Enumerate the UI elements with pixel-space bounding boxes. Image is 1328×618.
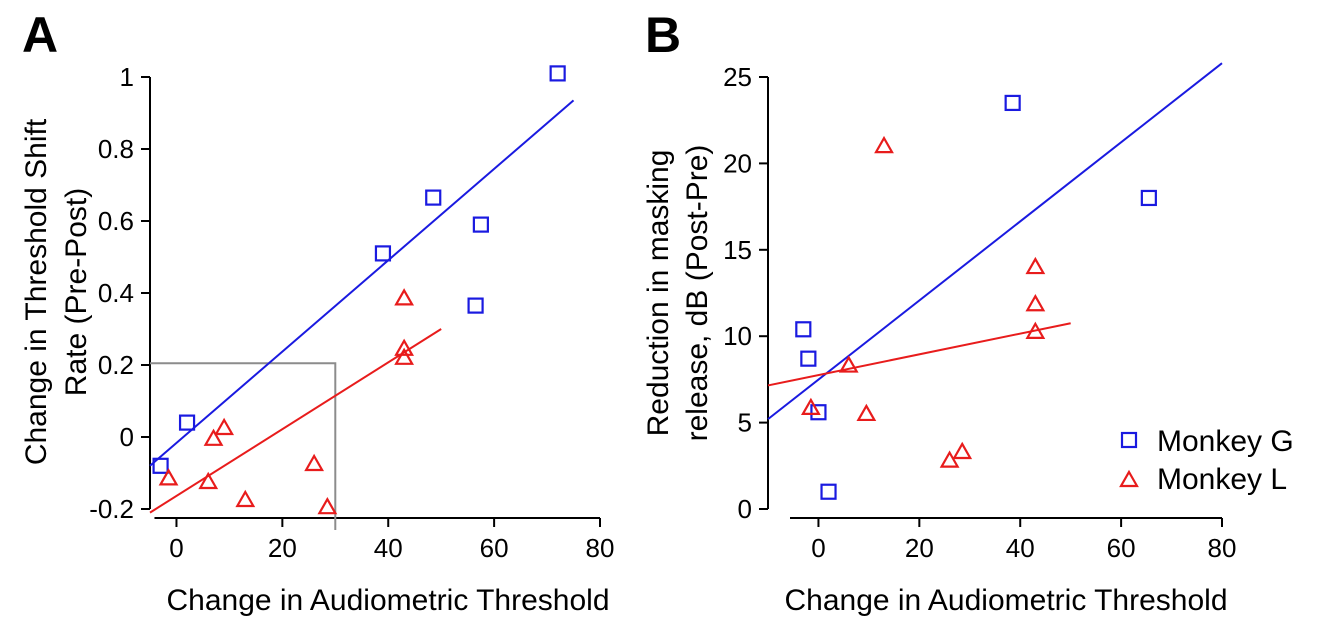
panel-b-point-monkey-l <box>838 355 859 373</box>
panel-a-x-tick-label: 40 <box>374 533 403 563</box>
panel-b-point-monkey-l <box>952 441 973 460</box>
panel-a-x-tick-label: 60 <box>480 533 509 563</box>
panel-b-point-monkey-l <box>1025 294 1046 312</box>
panel-b-point-monkey-l <box>1025 256 1046 275</box>
panel-b-fit-line-monkey-l <box>767 322 1071 387</box>
panel-b-x-tick-label: 20 <box>905 533 934 563</box>
panel-a-fit-line-monkey-g <box>149 99 575 467</box>
panel-a-x-tick-label: 0 <box>169 533 183 563</box>
panel-b-point-monkey-g <box>1004 94 1021 112</box>
panel-a-point-monkey-g <box>425 189 442 206</box>
panel-b-plot: 0 5 10 15 20 25 0 20 40 60 80 <box>723 62 1236 563</box>
legend-label-monkey-l: Monkey L <box>1157 463 1287 496</box>
panel-a-y-tick-label: 0.2 <box>98 350 134 380</box>
panel-a-point-monkey-l <box>304 453 325 472</box>
panel-b-point-monkey-l <box>800 397 821 416</box>
panel-a-y-tick-label: 0.6 <box>98 206 134 236</box>
panel-a-point-monkey-g <box>178 414 196 431</box>
panel-a-y-tick-label: 1 <box>120 62 134 92</box>
panel-b-point-monkey-g <box>795 321 812 338</box>
panel-a-y-tick-label: 0.4 <box>98 278 134 308</box>
panel-b-point-monkey-g <box>800 350 817 367</box>
panel-b-y-tick-label: 15 <box>723 235 752 265</box>
panel-b-point-monkey-g <box>1140 189 1157 207</box>
panel-b-y-tick-label: 25 <box>723 62 752 92</box>
panel-b-y-tick-label: 20 <box>723 148 752 178</box>
panel-b-letter: B <box>645 7 681 63</box>
panel-a-y-tick-label: 0 <box>120 422 134 452</box>
panel-a-x-axis-title: Change in Audiometric Threshold <box>166 584 609 617</box>
panel-a-point-monkey-l <box>394 347 415 365</box>
panel-a-point-monkey-g <box>374 245 392 262</box>
panel-b-point-monkey-l <box>939 450 960 468</box>
panel-a-plot: -0.2 0 0.2 0.4 0.6 0.8 1 0 20 40 60 80 <box>89 62 614 563</box>
panel-a-letter: A <box>22 7 58 63</box>
panel-b-x-tick-label: 60 <box>1107 533 1136 563</box>
panel-b-point-monkey-g <box>820 483 837 500</box>
legend-label-monkey-g: Monkey G <box>1157 425 1294 458</box>
panel-b-point-monkey-g <box>810 404 827 421</box>
panel-a-point-monkey-l <box>214 417 235 436</box>
panel-b-y-tick-label: 5 <box>738 408 752 438</box>
panel-b-x-tick-label: 40 <box>1006 533 1035 563</box>
panel-a-point-monkey-g <box>472 216 489 233</box>
legend: Monkey G Monkey L <box>1119 425 1294 496</box>
panel-a-point-monkey-l <box>158 468 179 486</box>
legend-marker-monkey-g <box>1120 431 1138 449</box>
panel-a-x-tick-label: 80 <box>586 533 615 563</box>
panel-a-y-tick-label: -0.2 <box>89 494 134 524</box>
panel-a-point-monkey-l <box>198 471 219 490</box>
legend-marker-monkey-l <box>1119 469 1139 488</box>
panel-b-x-tick-label: 80 <box>1208 533 1237 563</box>
panel-a-y-axis-title-line-2: Rate (Pre-Post) <box>60 188 93 396</box>
panel-b-y-axis-title-line-1: Reduction in masking <box>642 150 675 437</box>
panel-a-y-axis-title-line-1: Change in Threshold Shift <box>20 118 53 465</box>
panel-a-point-monkey-l <box>235 489 256 508</box>
panel-a-x-tick-label: 20 <box>268 533 297 563</box>
panel-a-point-monkey-g <box>549 65 566 82</box>
panel-a-point-monkey-l <box>317 496 338 515</box>
panel-a-point-monkey-l <box>203 428 224 446</box>
panel-a-point-monkey-l <box>394 338 415 356</box>
panel-b-x-tick-label: 0 <box>811 533 825 563</box>
panel-b-y-tick-label: 10 <box>723 321 752 351</box>
panel-b-x-axis-title: Change in Audiometric Threshold <box>784 584 1227 617</box>
panel-a-fit-line-monkey-l <box>149 328 442 514</box>
panel-b-fit-line-monkey-g <box>767 62 1223 420</box>
panel-a-y-tick-label: 0.8 <box>98 134 134 164</box>
panel-b-point-monkey-l <box>856 403 877 422</box>
panel-a-reference-box <box>150 362 337 530</box>
panel-b-point-monkey-l <box>1025 321 1046 339</box>
panel-a-point-monkey-g <box>152 457 169 474</box>
panel-b-y-axis-title-line-2: release, dB (Post-Pre) <box>681 145 714 442</box>
panel-a-point-monkey-l <box>394 288 415 306</box>
panel-b-point-monkey-l <box>874 135 894 154</box>
panel-b-y-tick-label: 0 <box>738 494 752 524</box>
panel-a-point-monkey-g <box>467 297 484 314</box>
